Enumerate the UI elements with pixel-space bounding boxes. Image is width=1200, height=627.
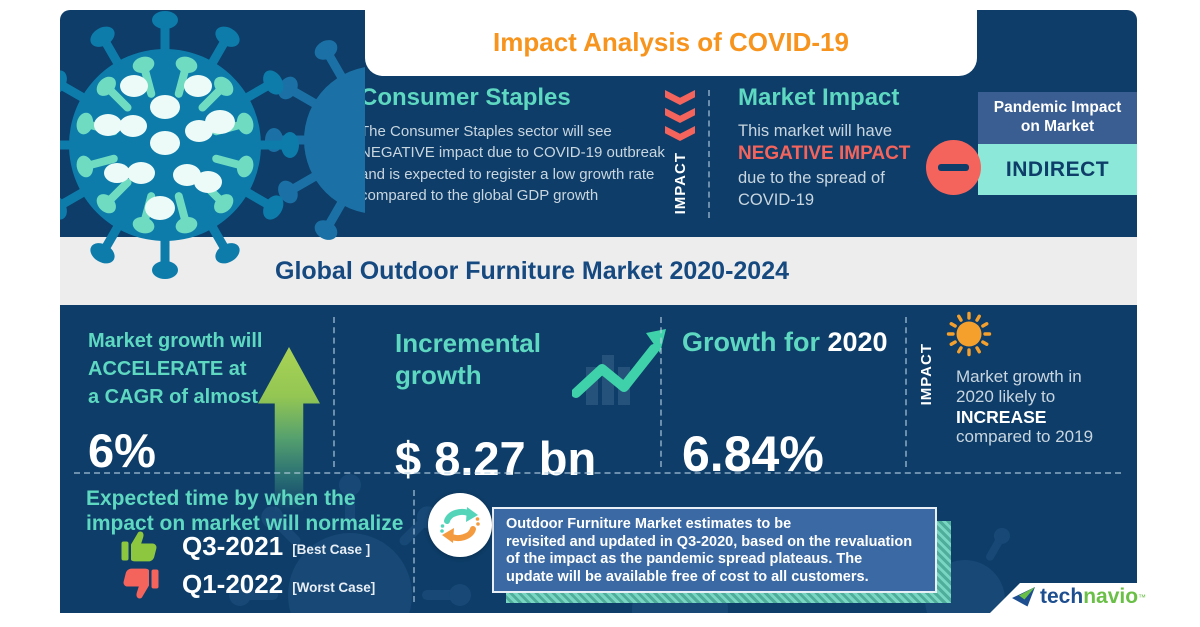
logo-text-tech: tech (1040, 585, 1084, 608)
incremental-value: $ 8.27 bn (395, 432, 597, 485)
virus-illustration (60, 10, 365, 296)
market-impact-heading: Market Impact (738, 84, 900, 111)
note-line: of the impact as the pandemic spread pla… (506, 551, 863, 567)
pandemic-impact-label: Pandemic Impact on Market (978, 92, 1137, 144)
growth-2020-block: Growth for 2020 6.84% (682, 327, 902, 482)
incremental-line: Incremental (395, 328, 541, 358)
cagr-line: ACCELERATE at (88, 358, 247, 380)
normalize-heading: Expected time by when the (86, 487, 356, 510)
growth-value: 6.84% (682, 426, 824, 482)
top-banner: Impact Analysis of COVID-19 Consumer Sta… (60, 10, 1137, 279)
stats-panel: Market growth will ACCELERATE at a CAGR … (60, 305, 1137, 613)
growth-year: 2020 (827, 327, 888, 357)
market-title: Global Outdoor Furniture Market 2020-202… (275, 257, 790, 285)
pandemic-impact-box: Pandemic Impact on Market INDIRECT (978, 92, 1137, 195)
pandemic-impact-value: INDIRECT (978, 143, 1137, 195)
sun-virus-icon (946, 311, 992, 357)
note-line: update will be available free of cost to… (506, 568, 869, 585)
logo-text-navio: navio (1083, 585, 1139, 608)
best-case-label: [Best Case ] (292, 541, 371, 557)
banner-title: Impact Analysis of COVID-19 (493, 27, 849, 57)
cagr-line: Market growth will (88, 330, 263, 352)
market-impact-line: This market will have (738, 122, 893, 140)
note-line: revisited and updated in Q3-2020, based … (506, 533, 913, 550)
divider (905, 317, 907, 467)
worst-case-label: [Worst Case] (292, 579, 376, 595)
divider (74, 472, 1121, 474)
normalize-block: Expected time by when the impact on mark… (86, 486, 403, 536)
market-impact-section: Market Impact This market will have NEGA… (738, 84, 953, 211)
impact-indicator-down: IMPACT (658, 90, 702, 214)
impact-vertical-label: IMPACT (918, 343, 935, 406)
normalize-heading: impact on market will normalize (86, 512, 404, 535)
banner-title-box: Impact Analysis of COVID-19 (365, 10, 977, 76)
impact-vertical-label: IMPACT (671, 152, 689, 215)
divider (413, 490, 415, 602)
best-case-value: Q3-2021 (182, 530, 284, 561)
divider (660, 317, 662, 467)
worst-case-row: Q1-2022 [Worst Case] (120, 567, 375, 601)
growth-label: Growth for (682, 327, 820, 357)
update-note-box: Outdoor Furniture Market estimates to be… (492, 507, 937, 593)
technavio-logo: tech navio ™ (1012, 585, 1146, 609)
refresh-icon (428, 493, 492, 557)
market-impact-line: due to the spread of (738, 168, 885, 187)
incremental-growth-block: Incremental growth $ 8.27 bn (395, 327, 675, 485)
incremental-line: growth (395, 360, 482, 390)
virus-icon (60, 11, 365, 279)
technavio-logo-icon (1012, 587, 1035, 607)
thumb-down-icon (123, 568, 159, 599)
chevron-down-icon (665, 90, 695, 105)
cagr-value: 6% (88, 424, 156, 477)
best-case-row: Q3-2021 [Best Case ] (120, 529, 370, 563)
cagr-line: a CAGR of almost (88, 386, 259, 408)
logo-trademark: ™ (1138, 592, 1147, 602)
impact-note: Market growth in 2020 likely to INCREASE… (956, 367, 1094, 446)
consumer-staples-section: Consumer Staples The Consumer Staples se… (360, 84, 680, 206)
worst-case-value: Q1-2022 (182, 568, 284, 599)
chevron-down-icon (665, 126, 695, 141)
market-title-band: Global Outdoor Furniture Market 2020-202… (60, 237, 1137, 305)
thumb-up-icon (121, 531, 157, 562)
divider (708, 90, 710, 218)
market-impact-highlight: NEGATIVE IMPACT (738, 143, 911, 165)
market-impact-line: COVID-19 (738, 191, 815, 210)
trend-line-icon (572, 329, 666, 405)
chevron-down-icon (665, 108, 695, 123)
divider (333, 317, 335, 467)
note-line: Outdoor Furniture Market estimates to be (506, 516, 792, 532)
consumer-staples-body: The Consumer Staples sector will see NEG… (360, 123, 665, 204)
cagr-block: Market growth will ACCELERATE at a CAGR … (88, 327, 262, 478)
minus-icon (926, 140, 981, 195)
consumer-staples-heading: Consumer Staples (360, 84, 571, 111)
